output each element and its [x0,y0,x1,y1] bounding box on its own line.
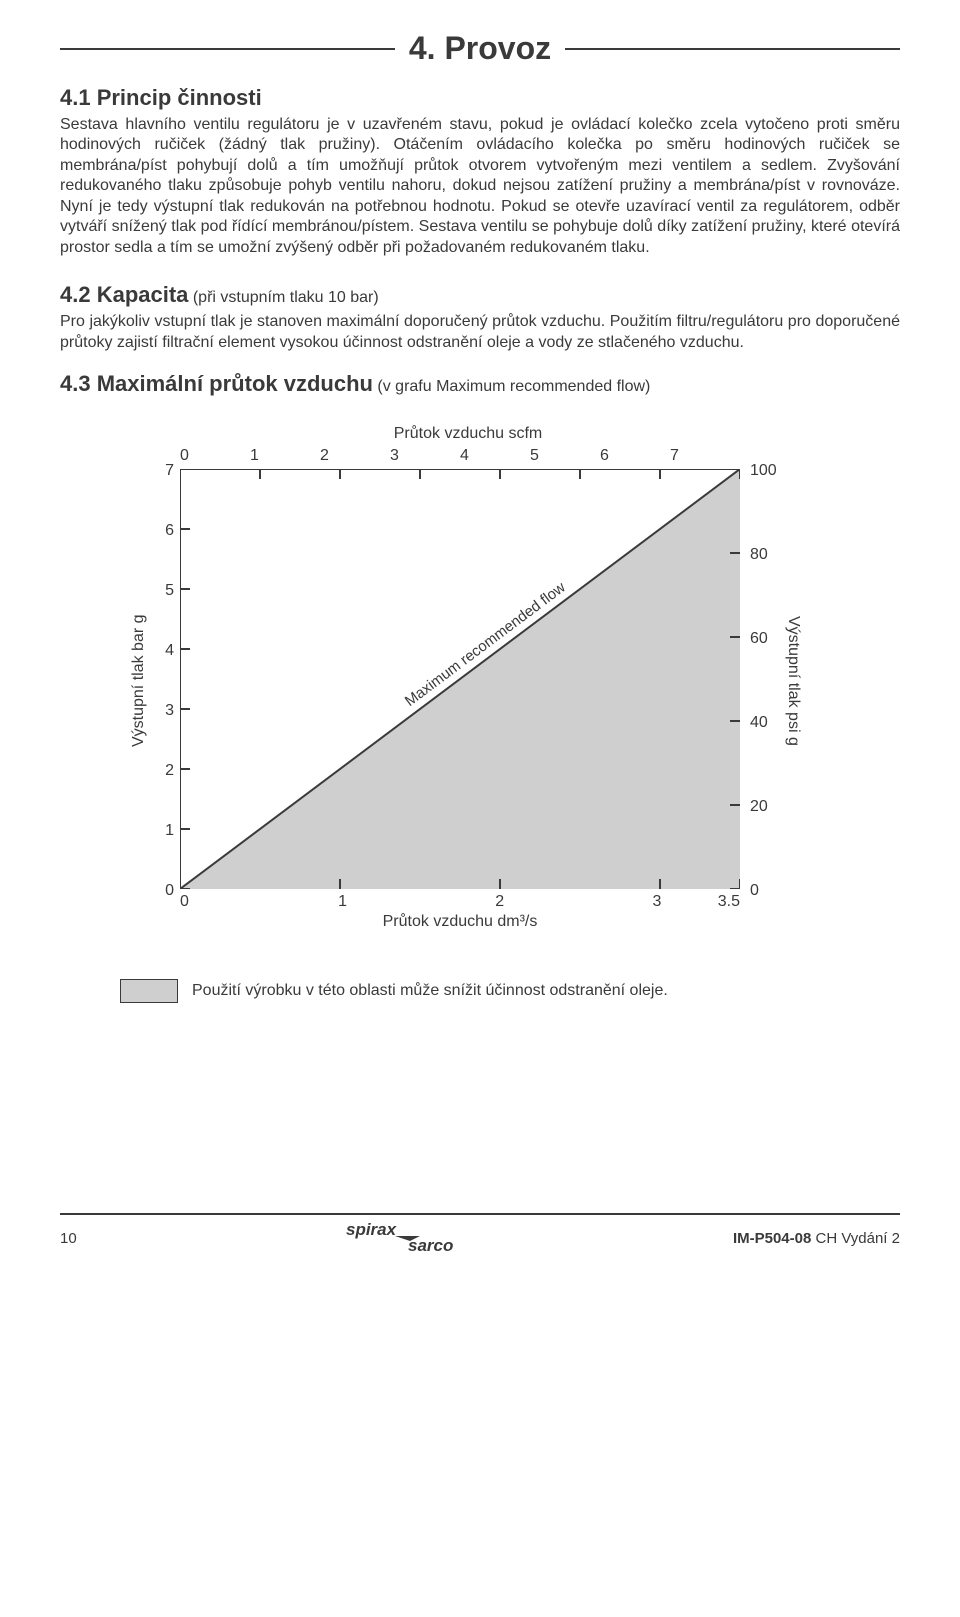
legend-swatch [120,979,178,1003]
heading-4-2-suffix: (při vstupním tlaku 10 bar) [188,289,378,306]
y-ticks-left: 7 6 5 4 3 2 1 0 [154,465,174,945]
ytick-left: 6 [154,525,174,585]
xtick-top: 0 [180,447,250,469]
logo-text-top: spirax [346,1221,398,1239]
heading-4-2: 4.2 Kapacita [60,282,188,307]
xtick-bottom: 2 [347,893,504,911]
heading-4-1: 4.1 Princip činnosti [60,85,900,111]
xtick-top: 2 [320,447,390,469]
ytick-right: 80 [750,549,782,633]
ytick-left: 5 [154,585,174,645]
logo-text-bottom: sarco [408,1236,453,1255]
x-ticks-top: 0 1 2 3 4 5 6 7 [180,447,740,469]
xtick-top: 6 [600,447,670,469]
y-ticks-right: 100 80 60 40 20 0 [750,465,782,969]
ytick-right: 20 [750,801,782,885]
ytick-right: 100 [750,465,782,549]
ytick-right: 60 [750,633,782,717]
xtick-bottom: 3.5 [661,893,740,911]
xtick-top: 5 [530,447,600,469]
ytick-left: 2 [154,765,174,825]
page-title: 4. Provoz [395,30,565,67]
chart-plot: Maximum recommended flow [180,469,740,889]
ytick-left: 1 [154,825,174,885]
section-title-bar: 4. Provoz [60,30,900,67]
ytick-right: 0 [750,885,782,969]
ytick-left: 0 [154,885,174,945]
ytick-left: 3 [154,705,174,765]
ytick-left: 7 [154,465,174,525]
legend: Použití výrobku v této oblasti může sníž… [120,979,900,1003]
xtick-bottom: 0 [180,893,190,911]
xtick-top: 4 [460,447,530,469]
heading-4-3-suffix: (v grafu Maximum recommended flow) [373,378,650,395]
doc-id: IM-P504-08 CH Vydání 2 [733,1230,900,1247]
heading-4-3-line: 4.3 Maximální průtok vzduchu (v grafu Ma… [60,371,900,397]
axis-label-left: Výstupní tlak bar g [130,471,148,891]
page-footer: 10 spirax sarco IM-P504-08 CH Vydání 2 [60,1213,900,1255]
ytick-right: 40 [750,717,782,801]
rule-right [565,48,900,50]
xtick-bottom: 1 [190,893,347,911]
axis-label-top: Průtok vzduchu scfm [188,425,748,443]
spirax-sarco-logo: spirax sarco [340,1221,470,1255]
flow-chart: Průtok vzduchu scfm Výstupní tlak bar g … [130,425,900,1003]
body-4-1: Sestava hlavního ventilu regulátoru je v… [60,115,900,258]
axis-label-right: Výstupní tlak psi g [784,471,802,891]
rule-left [60,48,395,50]
heading-4-3: 4.3 Maximální průtok vzduchu [60,371,373,396]
xtick-top: 3 [390,447,460,469]
axis-label-bottom: Průtok vzduchu dm³/s [180,913,740,931]
ytick-left: 4 [154,645,174,705]
page-number: 10 [60,1230,77,1247]
body-4-2: Pro jakýkoliv vstupní tlak je stanoven m… [60,312,900,353]
xtick-bottom: 3 [504,893,661,911]
legend-text: Použití výrobku v této oblasti může sníž… [192,982,668,1000]
heading-4-2-line: 4.2 Kapacita (při vstupním tlaku 10 bar) [60,282,900,308]
xtick-top: 1 [250,447,320,469]
x-ticks-bottom: 0 1 2 3 3.5 [180,893,740,911]
xtick-top: 7 [670,447,740,469]
doc-rev-text: CH Vydání 2 [815,1230,900,1247]
doc-code: IM-P504-08 [733,1230,811,1247]
